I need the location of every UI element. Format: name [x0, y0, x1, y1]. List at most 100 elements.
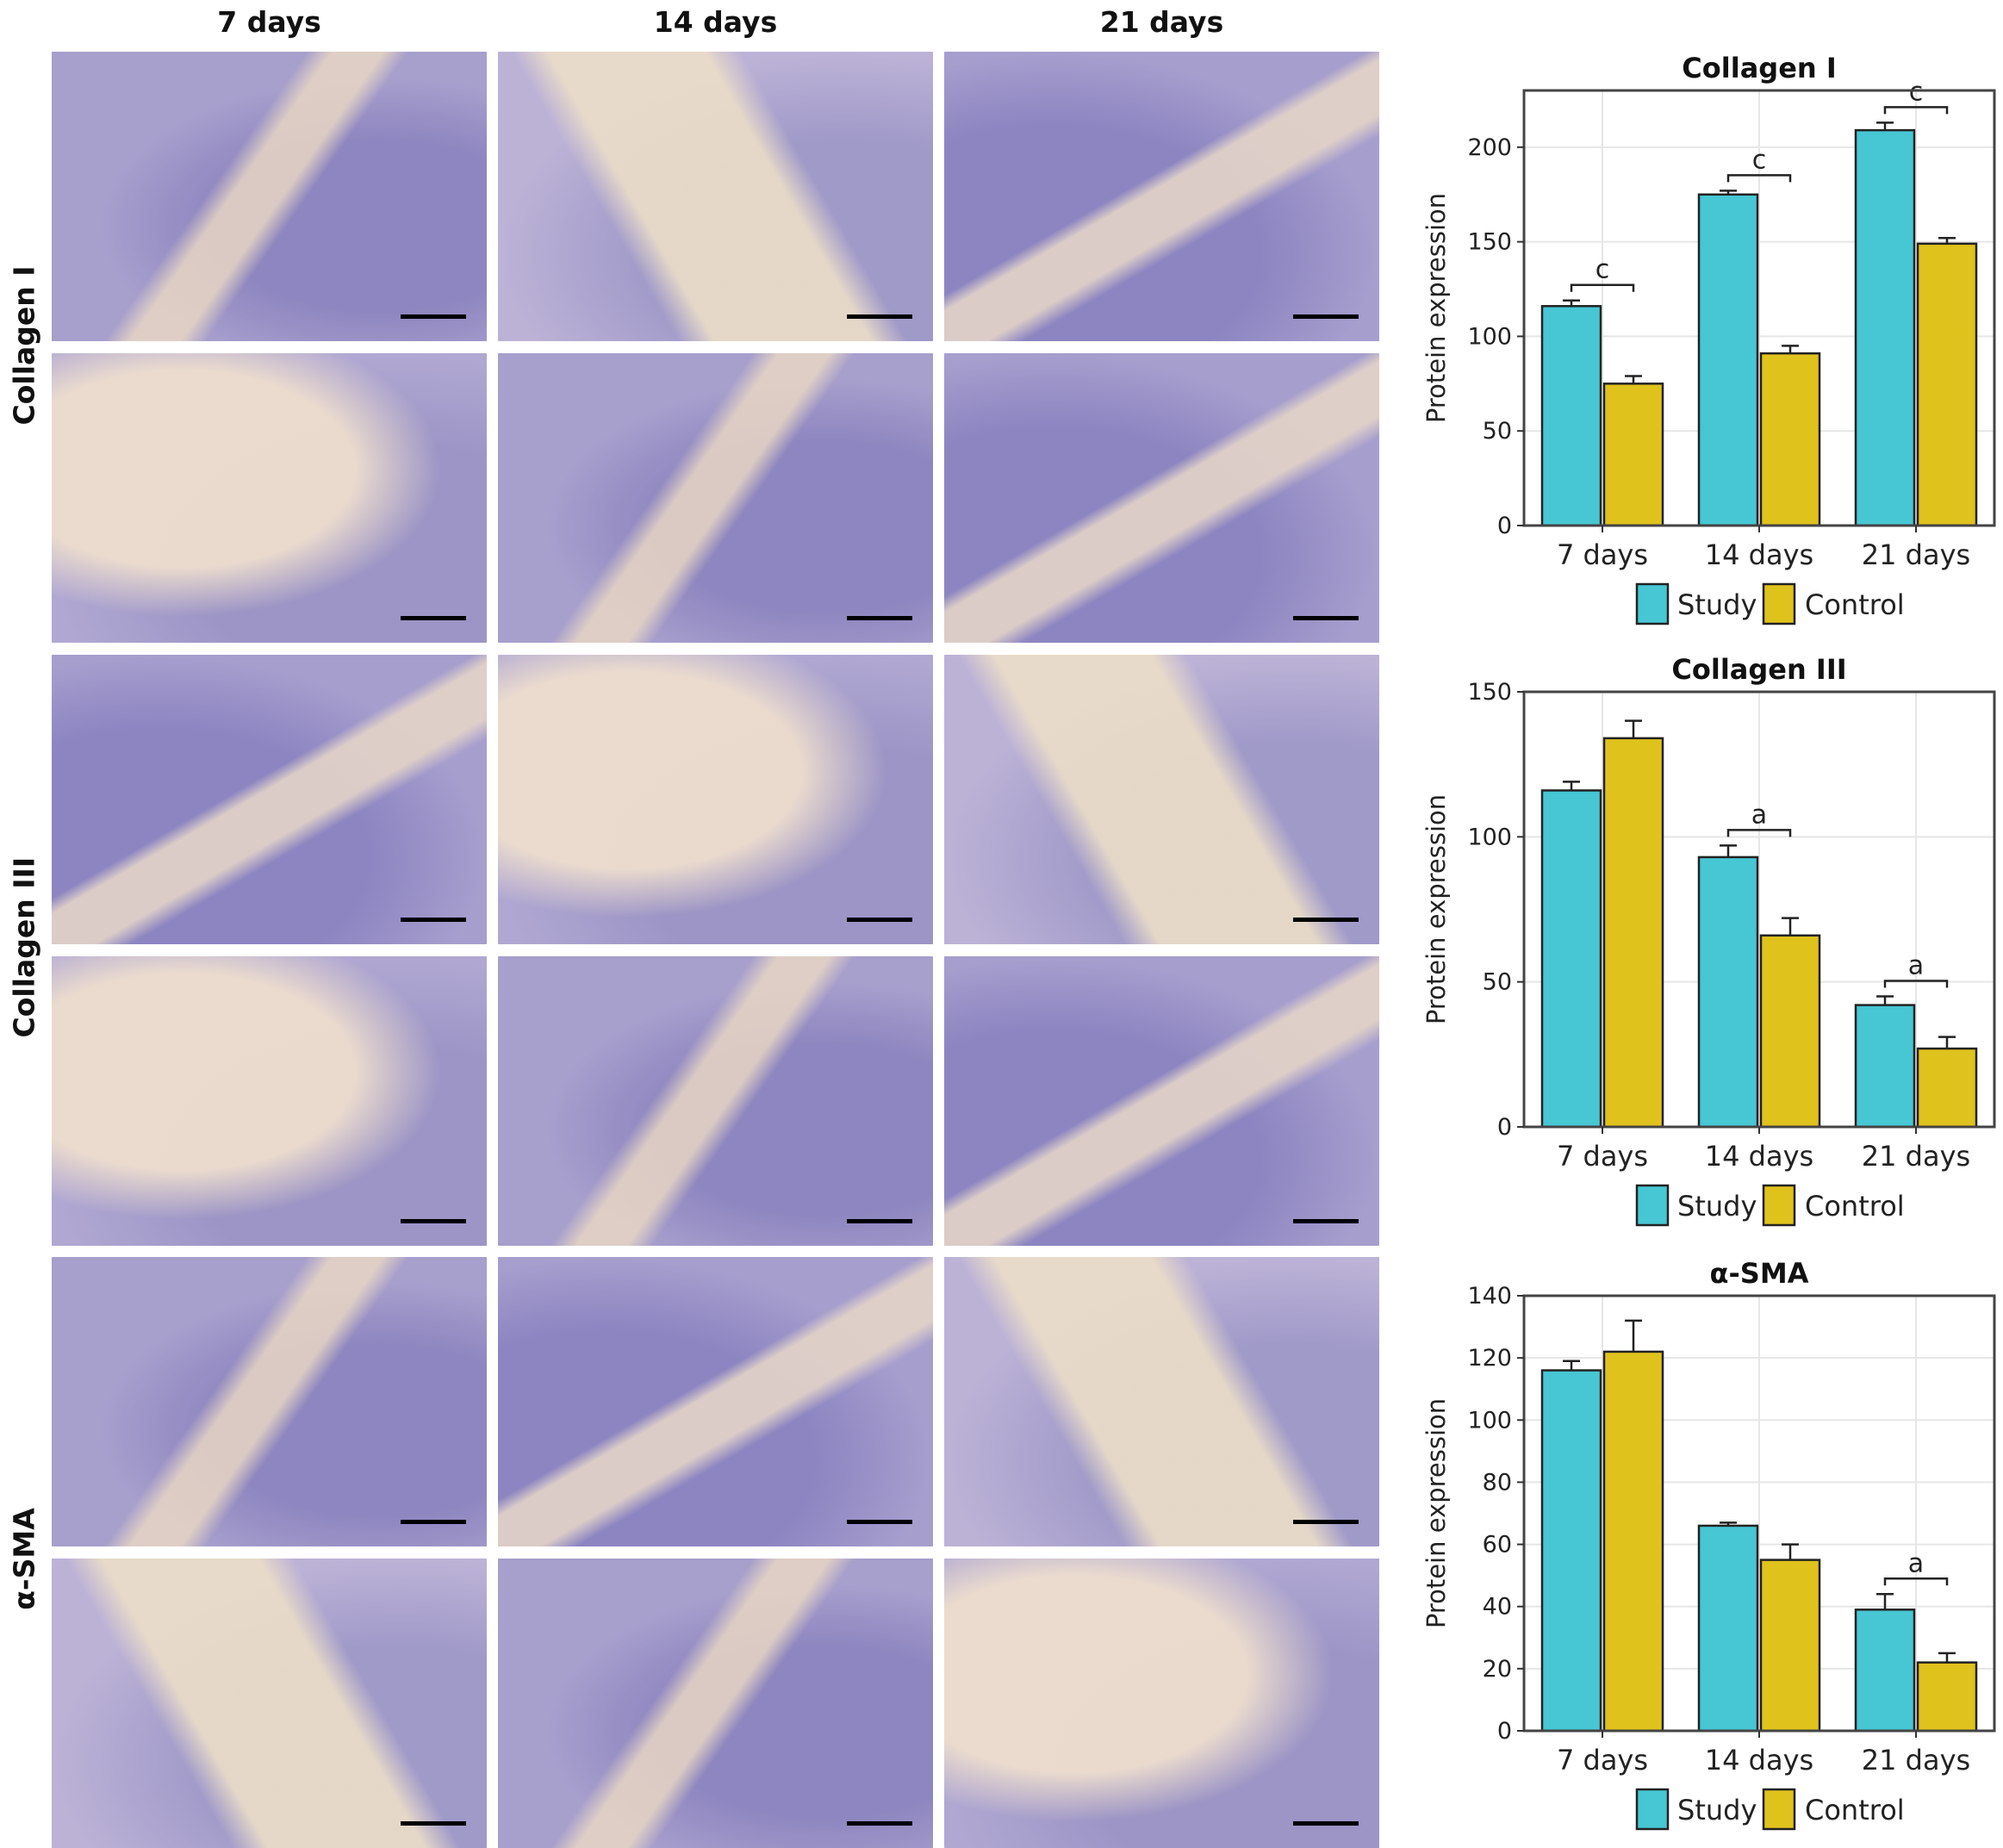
chart-title: Collagen I	[1682, 52, 1836, 84]
x-tick-label: 7 days	[1557, 538, 1648, 571]
significance-bracket	[1726, 829, 1792, 837]
tissue-image	[52, 956, 487, 1246]
y-tick-label: 100	[1467, 824, 1512, 850]
bar-study-2	[1854, 128, 1916, 527]
micrograph-collagen-iii-14-days-b	[498, 956, 933, 1246]
x-tick-label: 7 days	[1557, 1140, 1648, 1173]
scale-bar	[1293, 616, 1359, 620]
chart-title: α-SMA	[1710, 1257, 1809, 1290]
micrograph-collagen-i-14-days-b	[498, 353, 933, 643]
significance-label: c	[1909, 77, 1924, 107]
chart-alpha-sma: α-SMA a 0 20 40 60 80 100 120 140 7 days 14 days 21 …	[1374, 1248, 2003, 1846]
scale-bar	[401, 918, 466, 922]
micrograph-collagen-i-14-days-a	[498, 52, 933, 341]
y-tick-label: 0	[1497, 1718, 1512, 1745]
scale-bar	[847, 1520, 912, 1524]
y-axis-label: Protein expression	[1421, 193, 1451, 423]
micrograph-alpha-sma-7-days-a	[52, 1257, 487, 1546]
significance-bracket	[1570, 283, 1635, 292]
y-tick-label: 80	[1483, 1469, 1512, 1496]
micrograph-collagen-iii-14-days-a	[498, 655, 933, 944]
micrograph-collagen-i-21-days-b	[944, 353, 1379, 643]
significance-bracket	[1883, 980, 1949, 988]
tissue-image	[498, 655, 933, 944]
bar-study-0	[1540, 1369, 1602, 1733]
x-tick-label: 14 days	[1705, 1744, 1813, 1776]
scale-bar	[1293, 314, 1359, 319]
y-tick-label: 140	[1467, 1283, 1512, 1310]
y-tick-label: 200	[1467, 134, 1512, 161]
scale-bar	[401, 616, 466, 620]
bar-study-1	[1697, 193, 1759, 527]
x-tick-label: 14 days	[1705, 538, 1813, 571]
column-header-14-days: 14 days	[653, 5, 778, 39]
chart-title: Collagen III	[1671, 653, 1846, 686]
significance-bracket	[1883, 1577, 1949, 1586]
y-tick-label: 50	[1483, 418, 1512, 445]
y-tick-label: 50	[1483, 969, 1512, 996]
row-label-collagen-iii: Collagen III	[7, 856, 41, 1038]
scale-bar	[1293, 1520, 1359, 1524]
significance-label: a	[1751, 800, 1767, 830]
x-tick-label: 7 days	[1557, 1744, 1648, 1776]
chart-collagen-iii: Collagen III a a 0 50 100 150 7 days 14 days 21 d…	[1374, 644, 2003, 1248]
x-tick-label: 14 days	[1705, 1140, 1813, 1173]
tissue-image	[944, 655, 1379, 944]
micrograph-alpha-sma-7-days-b	[52, 1559, 487, 1848]
legend-label-control: Control	[1805, 588, 1905, 621]
legend-swatch-control	[1762, 1788, 1796, 1831]
tissue-image	[944, 353, 1379, 643]
bar-control-2	[1916, 1661, 1978, 1733]
micrograph-collagen-iii-21-days-a	[944, 655, 1379, 944]
micrograph-collagen-iii-7-days-a	[52, 655, 487, 944]
bar-control-1	[1759, 1559, 1821, 1733]
significance-bracket	[1726, 174, 1792, 183]
column-header-21-days: 21 days	[1099, 5, 1224, 39]
bar-control-2	[1916, 1047, 1978, 1129]
y-tick-label: 0	[1497, 513, 1512, 539]
y-tick-label: 20	[1483, 1656, 1512, 1683]
y-tick-label: 0	[1497, 1114, 1512, 1141]
tissue-image	[52, 1257, 487, 1546]
y-tick-label: 60	[1483, 1532, 1512, 1559]
y-axis-label: Protein expression	[1421, 794, 1451, 1024]
bar-control-1	[1759, 352, 1821, 527]
bar-control-1	[1759, 934, 1821, 1129]
scale-bar	[1293, 1219, 1359, 1223]
bar-study-0	[1540, 789, 1602, 1129]
significance-label: a	[1908, 951, 1924, 981]
scale-bar	[847, 1821, 912, 1826]
chart-collagen-i: Collagen I c c c 0 50 100 150 200 7 days 14 days 21…	[1374, 43, 2003, 646]
x-tick-label: 21 days	[1862, 1140, 1970, 1173]
y-tick-label: 100	[1467, 323, 1512, 350]
tissue-image	[944, 956, 1379, 1246]
significance-label: c	[1596, 255, 1610, 285]
scale-bar	[1293, 1821, 1359, 1826]
micrograph-collagen-i-21-days-a	[944, 52, 1379, 341]
scale-bar	[401, 314, 466, 319]
tissue-image	[944, 1559, 1379, 1848]
bar-control-0	[1602, 383, 1664, 527]
tissue-image	[52, 353, 487, 643]
tissue-image	[498, 1559, 933, 1848]
tissue-image	[52, 52, 487, 341]
tissue-image	[944, 1257, 1379, 1546]
y-tick-label: 40	[1483, 1594, 1512, 1621]
bar-study-2	[1854, 1004, 1916, 1129]
significance-bracket	[1883, 106, 1949, 115]
legend-label-study: Study	[1677, 588, 1757, 621]
chart-collagen-iii-svg: Collagen III a a 0 50 100 150 7 days 14 days 21 d…	[1421, 653, 1996, 1227]
micrograph-alpha-sma-21-days-b	[944, 1559, 1379, 1848]
micrograph-collagen-iii-7-days-b	[52, 956, 487, 1246]
scale-bar	[847, 918, 912, 922]
micrograph-alpha-sma-14-days-b	[498, 1559, 933, 1848]
bar-study-1	[1697, 856, 1759, 1129]
micrograph-collagen-iii-21-days-b	[944, 956, 1379, 1246]
legend-label-study: Study	[1677, 1190, 1757, 1223]
significance-label: a	[1908, 1548, 1924, 1578]
scale-bar	[847, 1219, 912, 1223]
y-tick-label: 150	[1467, 229, 1512, 256]
scale-bar	[847, 314, 912, 319]
tissue-image	[498, 52, 933, 341]
scale-bar	[401, 1821, 466, 1826]
